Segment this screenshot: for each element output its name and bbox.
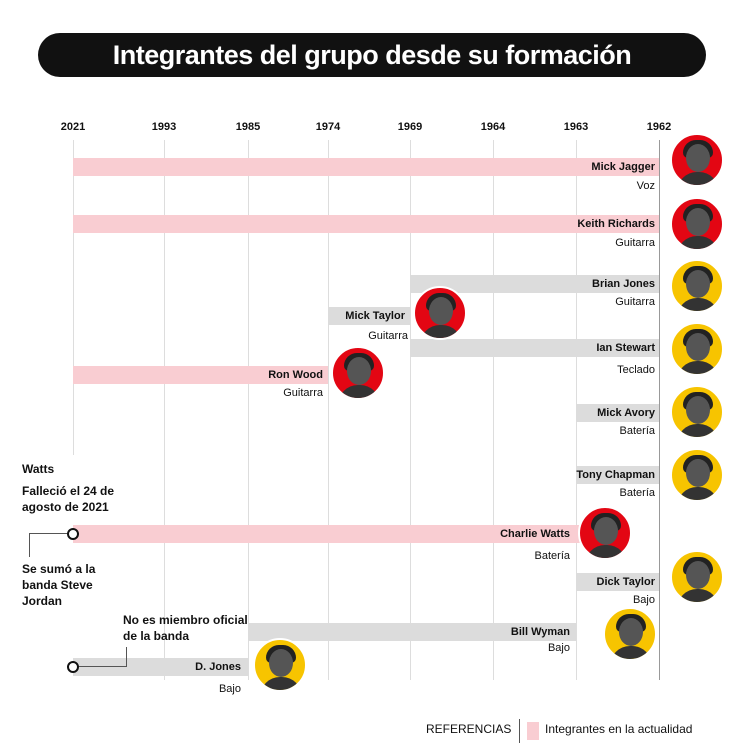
member-photo [670,259,724,313]
member-photo [331,346,385,400]
bar-tony-chapman [576,466,659,484]
member-photo [253,638,307,692]
member-name: Brian Jones [592,278,655,290]
bar-dick-taylor [576,573,659,591]
member-name: Keith Richards [577,218,655,230]
member-role: Voz [636,180,655,192]
bar-mick-taylor [328,307,410,325]
member-role: Guitarra [368,330,408,342]
bar-brian-jones [410,275,659,293]
member-name: D. Jones [195,661,241,673]
connector-line [79,666,127,667]
member-photo [603,607,657,661]
jones-start-marker [67,661,79,673]
legend-divider [519,719,520,743]
bar-mick-avory [576,404,659,422]
member-role: Guitarra [615,296,655,308]
legend-title: REFERENCIAS [426,722,512,736]
connector-line [29,533,30,557]
jordan-note: Se sumó a la banda Steve Jordan [22,562,96,608]
gridline [410,140,411,680]
connector-line [126,647,127,667]
legend-swatch-current [527,722,539,740]
bar-d-jones [73,658,248,676]
member-name: Bill Wyman [510,626,570,638]
member-photo [413,286,467,340]
member-photo [670,448,724,502]
watts-note-title: Watts [22,462,55,476]
axis-tick: 1962 [646,121,672,133]
member-role: Guitarra [283,387,323,399]
bar-charlie-watts [73,525,605,543]
member-role: Batería [619,487,655,499]
member-name: Mick Avory [597,407,655,419]
page-title: Integrantes del grupo desde su formación [38,33,706,77]
member-name: Ian Stewart [596,342,655,354]
legend-label-current: Integrantes en la actualidad [545,722,693,736]
axis-tick: 1964 [480,121,506,133]
member-role: Batería [534,550,570,562]
axis-tick: 1974 [315,121,341,133]
gridline [73,140,74,455]
member-role: Teclado [617,364,655,376]
axis-tick: 1963 [563,121,589,133]
member-photo [670,197,724,251]
member-name: Mick Taylor [345,310,405,322]
member-role: Bajo [218,683,241,695]
axis-tick: 1993 [151,121,177,133]
member-name: Mick Jagger [591,161,655,173]
watts-death-note: Falleció el 24 de agosto de 2021 [22,484,115,514]
bar-ian-stewart [410,339,659,357]
gridline [164,140,165,680]
member-role: Guitarra [615,237,655,249]
connector-line [29,533,67,534]
axis-tick: 1985 [235,121,261,133]
member-photo [670,133,724,187]
member-photo [670,322,724,376]
member-name: Charlie Watts [500,528,570,540]
member-name: Dick Taylor [596,576,656,588]
bar-bill-wyman [248,623,576,641]
member-role: Bajo [547,642,570,654]
axis-tick: 1969 [397,121,423,133]
member-name: Tony Chapman [576,469,655,481]
jones-note: No es miembro oficial de la banda [123,613,248,643]
gridline [493,140,494,680]
watts-end-marker [67,528,79,540]
member-role: Batería [619,425,655,437]
member-photo [670,550,724,604]
member-photo [670,385,724,439]
gridline [328,140,329,680]
member-photo [578,506,632,560]
bar-mick-jagger [73,158,659,176]
bar-keith-richards [73,215,659,233]
gridline [248,140,249,680]
member-role: Bajo [632,594,655,606]
gridline [659,140,660,680]
member-name: Ron Wood [268,369,323,381]
axis-tick: 2021 [60,121,86,133]
bar-ron-wood [73,366,328,384]
